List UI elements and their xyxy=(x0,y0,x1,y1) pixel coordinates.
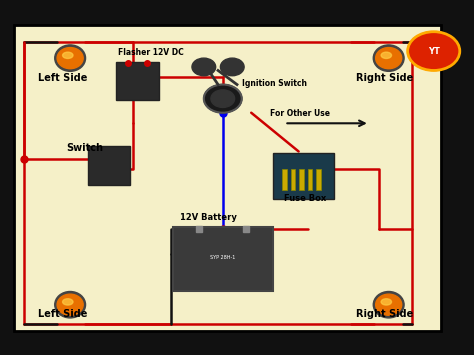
Bar xyxy=(0,0,474,21)
Ellipse shape xyxy=(373,45,404,71)
FancyBboxPatch shape xyxy=(173,227,273,291)
Text: Flasher 12V DC: Flasher 12V DC xyxy=(118,48,184,56)
Ellipse shape xyxy=(373,291,404,318)
Circle shape xyxy=(408,32,460,70)
Text: Ignition Switch: Ignition Switch xyxy=(242,79,307,88)
Circle shape xyxy=(211,90,235,108)
Text: For Other Use: For Other Use xyxy=(270,109,330,118)
FancyBboxPatch shape xyxy=(88,146,130,185)
Text: Switch: Switch xyxy=(66,143,103,153)
Ellipse shape xyxy=(381,52,392,59)
Text: Left Side: Left Side xyxy=(38,309,87,319)
Bar xyxy=(316,169,321,190)
Text: Right Side: Right Side xyxy=(356,309,413,319)
Bar xyxy=(282,169,287,190)
FancyBboxPatch shape xyxy=(14,24,441,331)
Circle shape xyxy=(192,58,216,76)
FancyBboxPatch shape xyxy=(273,153,334,199)
Text: Left Side: Left Side xyxy=(38,73,87,83)
Ellipse shape xyxy=(375,48,401,69)
Ellipse shape xyxy=(57,48,83,69)
Bar xyxy=(0,338,474,355)
Circle shape xyxy=(204,84,242,113)
Ellipse shape xyxy=(57,294,83,315)
Text: SYP 28H-1: SYP 28H-1 xyxy=(210,255,236,260)
Bar xyxy=(291,169,295,190)
Ellipse shape xyxy=(63,299,73,305)
Ellipse shape xyxy=(55,45,85,71)
Bar xyxy=(308,169,312,190)
Ellipse shape xyxy=(55,291,85,318)
Text: Fuse Box: Fuse Box xyxy=(284,194,327,203)
Circle shape xyxy=(220,58,244,76)
Ellipse shape xyxy=(381,299,392,305)
Ellipse shape xyxy=(375,294,401,315)
Text: 12V Battery: 12V Battery xyxy=(180,213,237,222)
FancyBboxPatch shape xyxy=(116,62,159,100)
Text: YT: YT xyxy=(428,47,440,56)
Text: Right Side: Right Side xyxy=(356,73,413,83)
Ellipse shape xyxy=(63,52,73,59)
Bar xyxy=(299,169,304,190)
